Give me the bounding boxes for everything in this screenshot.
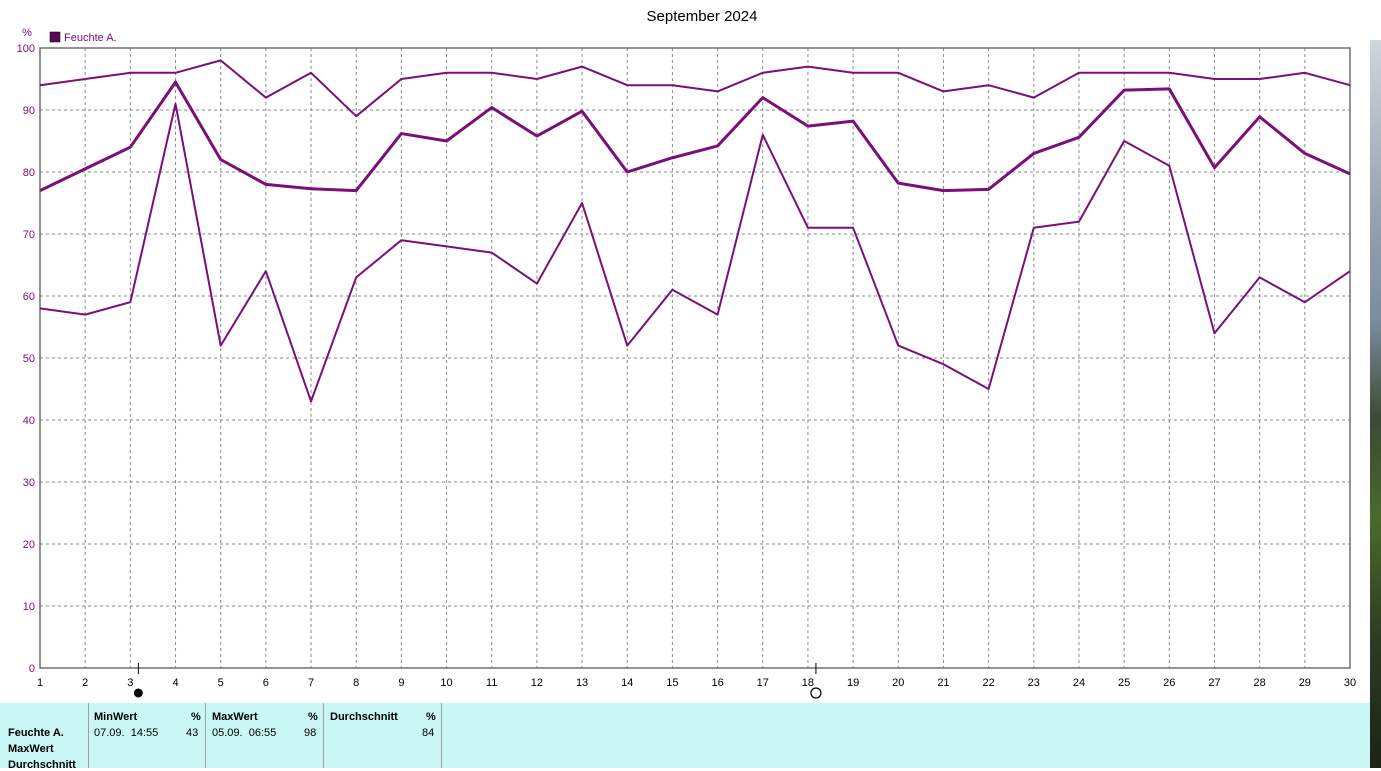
min-header: MinWert <box>94 711 138 723</box>
y-tick-label: 10 <box>23 601 35 613</box>
series <box>39 59 1351 403</box>
x-tick-label: 15 <box>666 677 678 689</box>
legend-swatch <box>49 31 61 43</box>
y-tick-label: 90 <box>23 105 35 117</box>
x-tick-label: 10 <box>440 677 452 689</box>
x-tick-label: 6 <box>263 677 269 689</box>
y-tick-label: 60 <box>23 291 35 303</box>
x-tick-label: 21 <box>937 677 949 689</box>
x-tick-label: 26 <box>1163 677 1175 689</box>
x-tick-label: 3 <box>127 677 133 689</box>
y-tick-label: 0 <box>29 663 35 675</box>
series-line-min <box>39 102 1351 403</box>
min-value: 43 <box>186 727 199 739</box>
y-axis-unit: % <box>22 27 32 39</box>
humidity-chart: September 2024 % Feuchte A. 0 10 20 30 40 50 6… <box>17 8 1356 699</box>
row-label-sensor: Feuchte A. <box>8 727 64 739</box>
moon-markers <box>133 663 822 699</box>
x-tick-label: 8 <box>353 677 359 689</box>
x-tick-label: 7 <box>308 677 314 689</box>
chart-area: September 2024 % Feuchte A. 0 10 20 30 40 50 6… <box>16 8 1357 699</box>
x-tick-label: 2 <box>82 677 88 689</box>
x-tick-label: 5 <box>218 677 224 689</box>
x-tick-label: 22 <box>982 677 994 689</box>
min-unit: % <box>191 711 201 723</box>
y-tick-label: 50 <box>23 353 35 365</box>
x-tick-label: 1 <box>37 677 43 689</box>
x-tick-label: 28 <box>1254 677 1266 689</box>
x-tick-label: 18 <box>802 677 814 689</box>
new-moon-icon <box>133 688 143 698</box>
x-tick-label: 25 <box>1118 677 1130 689</box>
background-photo-strip <box>1370 0 1381 768</box>
full-moon-icon <box>810 687 822 699</box>
x-tick-label: 4 <box>172 677 178 689</box>
y-tick-label: 80 <box>23 167 35 179</box>
y-tick-label: 20 <box>23 539 35 551</box>
x-tick-label: 27 <box>1208 677 1220 689</box>
stats-col-max: MaxWert % 05.09. 06:55 98 <box>206 703 324 768</box>
x-tick-label: 30 <box>1344 677 1356 689</box>
stats-col-min: MinWert % 07.09. 14:55 43 <box>88 703 206 768</box>
max-unit: % <box>308 711 318 723</box>
x-tick-label: 11 <box>486 677 497 689</box>
row-label-max: MaxWert <box>8 743 54 755</box>
series-line-avg <box>39 80 1351 193</box>
plot-border <box>39 47 1351 669</box>
x-tick-label: 16 <box>711 677 723 689</box>
grid <box>40 48 1350 668</box>
min-time: 07.09. 14:55 <box>94 727 159 739</box>
x-tick-label: 12 <box>531 677 543 689</box>
stats-col-avg: Durchschnitt % 84 <box>324 703 442 768</box>
y-tick-label: 30 <box>23 477 35 489</box>
x-tick-label: 14 <box>621 677 633 689</box>
chart-title: September 2024 <box>647 8 758 25</box>
x-tick-label: 24 <box>1073 677 1085 689</box>
x-tick-label: 23 <box>1028 677 1040 689</box>
avg-header: Durchschnitt <box>330 711 398 723</box>
x-tick-label: 9 <box>398 677 404 689</box>
y-tick-label: 40 <box>23 415 35 427</box>
max-header: MaxWert <box>212 711 258 723</box>
max-value: 98 <box>304 727 317 739</box>
x-tick-label: 17 <box>757 677 769 689</box>
x-tick-label: 13 <box>576 677 588 689</box>
max-time: 05.09. 06:55 <box>212 727 277 739</box>
x-tick-label: 29 <box>1299 677 1311 689</box>
y-tick-labels: 0 10 20 30 40 50 60 70 80 90 100 <box>17 43 35 675</box>
avg-value: 84 <box>422 727 435 739</box>
legend-label: Feuchte A. <box>64 32 117 44</box>
axes <box>39 47 1351 669</box>
x-tick-labels: 1 2 3 4 5 6 7 8 9 10 11 12 13 14 15 16 17 18 19 20 21 22 23 24 2… <box>37 677 1356 689</box>
y-tick-label: 70 <box>23 229 35 241</box>
y-tick-label: 100 <box>17 43 35 55</box>
stats-panel: Feuchte A. MaxWert Durchschnitt MinWert … <box>0 703 1370 771</box>
series-line-max <box>39 59 1351 118</box>
x-tick-label: 19 <box>847 677 859 689</box>
avg-unit: % <box>426 711 436 723</box>
stats-divider-0 <box>0 703 89 768</box>
x-tick-label: 20 <box>892 677 904 689</box>
